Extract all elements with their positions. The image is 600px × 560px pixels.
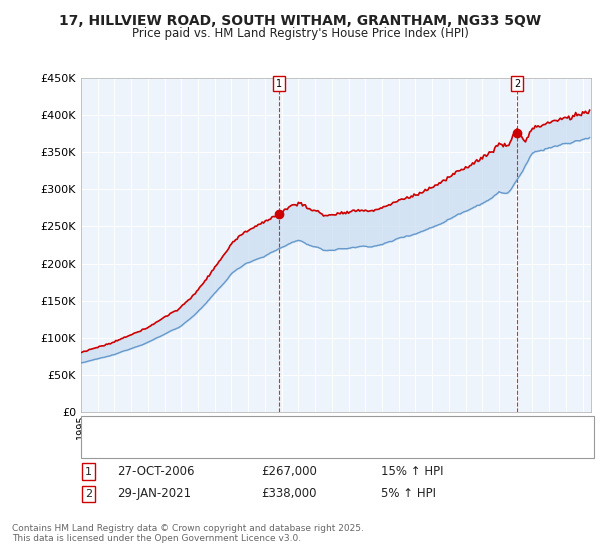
Text: HPI: Average price, detached house, South Kesteven: HPI: Average price, detached house, Sout… bbox=[111, 436, 385, 446]
Text: —: — bbox=[93, 432, 110, 450]
Text: 1: 1 bbox=[85, 466, 92, 477]
Text: 29-JAN-2021: 29-JAN-2021 bbox=[117, 487, 191, 501]
Text: 27-OCT-2006: 27-OCT-2006 bbox=[117, 465, 194, 478]
Text: 1: 1 bbox=[276, 78, 282, 88]
Text: Contains HM Land Registry data © Crown copyright and database right 2025.
This d: Contains HM Land Registry data © Crown c… bbox=[12, 524, 364, 543]
Text: 17, HILLVIEW ROAD, SOUTH WITHAM, GRANTHAM, NG33 5QW: 17, HILLVIEW ROAD, SOUTH WITHAM, GRANTHA… bbox=[59, 14, 541, 28]
Text: 17, HILLVIEW ROAD, SOUTH WITHAM, GRANTHAM, NG33 5QW (detached house): 17, HILLVIEW ROAD, SOUTH WITHAM, GRANTHA… bbox=[111, 418, 527, 428]
Text: 15% ↑ HPI: 15% ↑ HPI bbox=[381, 465, 443, 478]
Text: 2: 2 bbox=[514, 78, 520, 88]
Text: 2: 2 bbox=[85, 489, 92, 499]
Text: —: — bbox=[93, 414, 110, 432]
Text: 5% ↑ HPI: 5% ↑ HPI bbox=[381, 487, 436, 501]
Text: £338,000: £338,000 bbox=[261, 487, 317, 501]
Text: £267,000: £267,000 bbox=[261, 465, 317, 478]
Text: Price paid vs. HM Land Registry's House Price Index (HPI): Price paid vs. HM Land Registry's House … bbox=[131, 27, 469, 40]
